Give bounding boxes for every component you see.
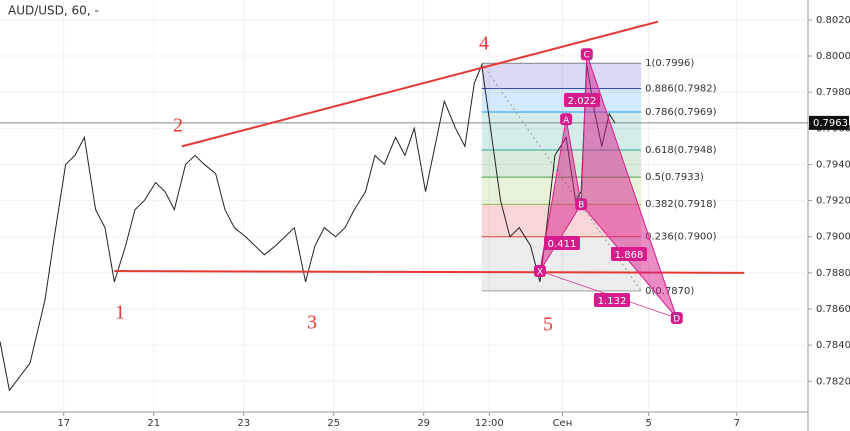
fib-label: 0.382(0.7918) [645, 199, 717, 210]
x-tick-label: 5 [645, 418, 651, 429]
y-tick-label: 0.7840 [816, 340, 850, 351]
x-tick-label: Сен [553, 418, 573, 429]
pattern-point-label: D [673, 315, 680, 325]
chart-title: AUD/USD, 60, - [8, 4, 99, 18]
y-tick-label: 0.7920 [816, 196, 850, 207]
ratio-box [564, 93, 600, 107]
pattern-triangle [580, 54, 678, 319]
ratio-box [544, 236, 580, 250]
x-tick-label: 7 [734, 418, 740, 429]
fib-label: 0.886(0.7982) [645, 84, 717, 95]
y-tick-label: 0.7880 [816, 268, 850, 279]
fib-band [481, 88, 642, 113]
pattern-point [580, 48, 593, 61]
fib-band [481, 63, 642, 89]
y-tick-label: 0.7820 [816, 376, 850, 387]
y-tick-label: 0.7860 [816, 304, 850, 315]
plot: 1(0.7996) 0.886(0.7982) 0.786(0.7969) 0.618… [0, 0, 812, 416]
wave-label: 2 [173, 115, 183, 137]
ratio-label: 0.411 [548, 239, 577, 250]
x-tick-label: 25 [327, 418, 340, 429]
ratio-label: 1.132 [598, 296, 627, 307]
x-tick-label: 12:00 [475, 418, 504, 429]
wave-label: 4 [479, 33, 489, 55]
fib-label: 0.236(0.7900) [645, 232, 717, 243]
wave-label: 3 [307, 312, 317, 334]
pattern-point-label: X [537, 268, 543, 278]
price-line [0, 63, 616, 392]
x-tick-label: 17 [57, 418, 70, 429]
pattern-point [560, 113, 573, 126]
wave-label: 5 [543, 314, 553, 336]
fib-label: 1(0.7996) [645, 58, 694, 69]
y-tick-label: 0.7940 [816, 159, 850, 170]
pattern-point-label: A [563, 116, 570, 126]
ratio-label: 1.868 [615, 250, 644, 261]
fib-label: 0(0.7870) [645, 286, 694, 297]
pattern-point-label: B [578, 201, 584, 211]
ratio-box [611, 247, 647, 261]
y-tick-label: 0.7900 [816, 232, 850, 243]
y-tick-label: 0.7980 [816, 87, 850, 98]
pattern-point [670, 312, 683, 325]
fib-label: 0.618(0.7948) [645, 145, 717, 156]
current-price-tag [809, 115, 849, 130]
fib-label: 0.5(0.7933) [645, 172, 704, 183]
trendline [181, 20, 659, 148]
y-tick-label: 0.8020 [816, 15, 850, 26]
x-tick-label: 23 [237, 418, 250, 429]
wave-label: 1 [115, 302, 125, 324]
pattern-point [533, 265, 546, 278]
x-tick-label: 21 [147, 418, 160, 429]
ratio-label: 2.022 [568, 96, 597, 107]
pattern-point-label: C [584, 51, 590, 61]
current-price-label: 0.7963 [813, 118, 848, 129]
pattern-point [575, 198, 588, 211]
ratio-box [594, 293, 630, 307]
fib-label: 0.786(0.7969) [645, 107, 717, 118]
y-tick-label: 0.8000 [816, 51, 850, 62]
x-tick-label: 29 [417, 418, 430, 429]
